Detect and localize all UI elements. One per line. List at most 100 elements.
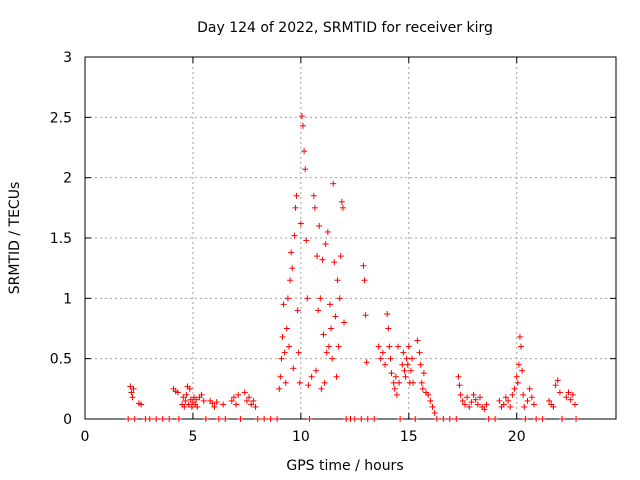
data-point: [291, 232, 298, 239]
data-point: [243, 397, 250, 404]
data-point: [375, 343, 382, 350]
data-point: [519, 367, 526, 374]
data-point: [180, 394, 187, 401]
data-point: [520, 391, 527, 398]
data-point: [417, 361, 424, 368]
data-point: [377, 355, 384, 362]
data-point: [404, 361, 411, 368]
data-point: [358, 416, 365, 422]
data-point: [518, 343, 525, 350]
y-tick-label: 1.5: [50, 231, 72, 247]
data-point: [334, 277, 341, 284]
data-point: [254, 416, 261, 422]
data-point: [288, 249, 295, 256]
data-point: [393, 391, 400, 398]
data-point: [410, 379, 417, 386]
data-point: [466, 403, 473, 410]
data-point: [328, 325, 335, 332]
data-point: [550, 403, 557, 410]
data-point: [296, 379, 303, 386]
data-point: [297, 220, 304, 227]
data-point: [524, 397, 531, 404]
x-tick-label: 15: [400, 429, 418, 445]
data-point: [181, 403, 188, 410]
data-point: [409, 355, 416, 362]
data-point: [502, 394, 509, 401]
data-point: [456, 382, 463, 389]
data-point: [292, 204, 299, 211]
data-point: [329, 355, 336, 362]
data-point: [282, 379, 289, 386]
data-point: [294, 307, 301, 314]
data-point: [317, 295, 324, 302]
data-point: [193, 396, 200, 403]
data-point: [318, 385, 325, 392]
data-point: [360, 262, 367, 269]
y-tick-label: 1: [63, 291, 72, 307]
data-point: [198, 391, 205, 398]
data-point: [316, 222, 323, 229]
data-point: [431, 409, 438, 416]
data-point: [182, 397, 189, 404]
data-point: [319, 256, 326, 263]
data-point: [500, 401, 507, 408]
data-point: [522, 416, 529, 422]
data-point: [571, 401, 578, 408]
data-point: [483, 401, 490, 408]
data-point: [539, 416, 546, 422]
y-tick-labels: 0 0.5 1 1.5 2 2.5 3: [50, 50, 72, 428]
data-point: [278, 355, 285, 362]
data-point: [427, 397, 434, 404]
data-point: [384, 311, 391, 318]
data-point: [341, 319, 348, 326]
data-point: [185, 401, 192, 408]
data-point: [220, 401, 227, 408]
y-axis-label: SRMTID / TECUs: [7, 182, 23, 295]
data-point: [338, 198, 345, 205]
data-point: [159, 416, 166, 422]
data-point: [511, 385, 518, 392]
data-point: [213, 399, 220, 406]
data-point: [414, 337, 421, 344]
data-point: [399, 361, 406, 368]
data-point: [276, 385, 283, 392]
data-point: [565, 389, 572, 396]
data-point: [233, 401, 240, 408]
data-point: [284, 295, 291, 302]
data-point: [274, 416, 281, 422]
data-point: [552, 382, 559, 389]
data-point: [394, 343, 401, 350]
data-point: [351, 416, 358, 422]
data-point: [200, 397, 207, 404]
data-point: [125, 416, 132, 422]
grid-lines: [85, 57, 616, 419]
data-point: [554, 377, 561, 384]
data-point: [303, 237, 310, 244]
data-point: [474, 401, 481, 408]
data-point: [425, 391, 432, 398]
data-point: [468, 399, 475, 406]
data-point: [138, 401, 145, 408]
data-point: [289, 265, 296, 272]
y-tick-label: 2.5: [50, 110, 72, 126]
data-point: [261, 416, 268, 422]
data-point: [440, 416, 447, 422]
data-point: [295, 349, 302, 356]
data-point: [521, 403, 528, 410]
data-point: [188, 403, 195, 410]
data-point: [563, 394, 570, 401]
data-point: [392, 373, 399, 380]
data-point: [513, 373, 520, 380]
data-point: [320, 331, 327, 338]
data-point: [472, 396, 479, 403]
data-point: [228, 397, 235, 404]
data-point: [412, 416, 419, 422]
y-tick-label: 0: [63, 412, 72, 428]
data-point: [364, 416, 371, 422]
data-point: [567, 396, 574, 403]
data-point: [533, 416, 540, 422]
data-point: [308, 373, 315, 380]
data-point: [335, 343, 342, 350]
data-point: [279, 333, 286, 340]
data-point: [530, 401, 537, 408]
